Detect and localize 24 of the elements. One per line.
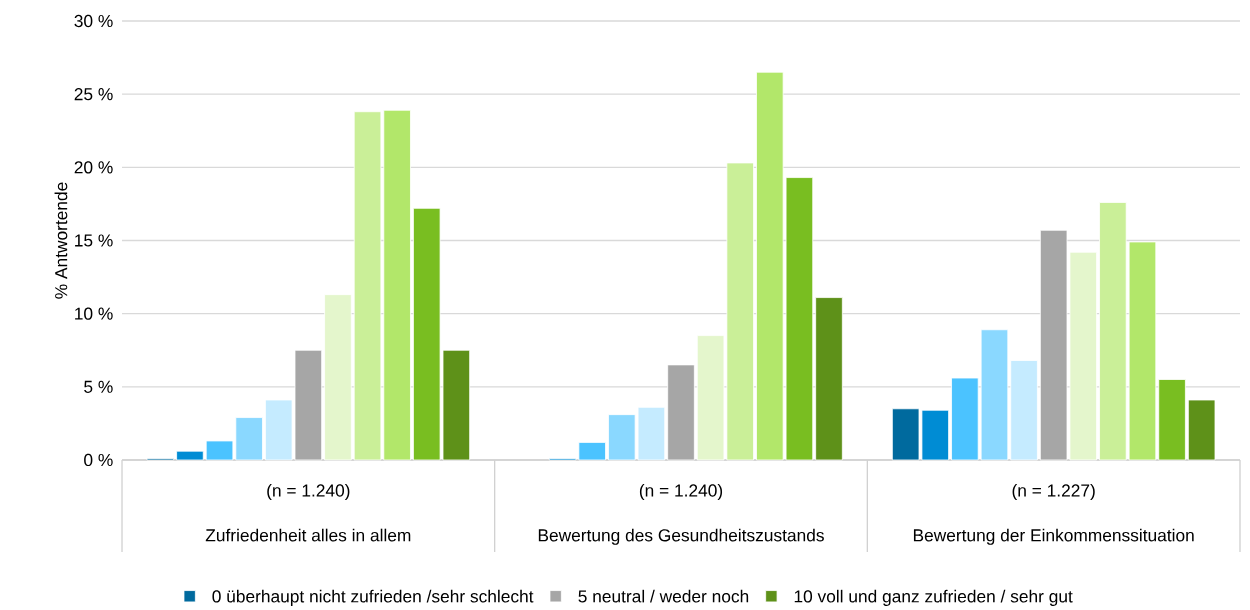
y-tick-label: 0 %: [84, 453, 113, 467]
legend-label: 0 überhaupt nicht zufrieden /sehr schlecht: [212, 589, 534, 606]
legend-label: 10 voll und ganz zufrieden / sehr gut: [794, 589, 1073, 606]
y-tick-label: 30 %: [74, 14, 113, 28]
y-tick-label: 15 %: [75, 234, 113, 247]
y-axis-title: % Antwortende: [54, 182, 68, 299]
y-tick-label: 20 %: [74, 161, 113, 174]
bar: [176, 450, 204, 461]
text: (n = 1.240): [267, 483, 350, 501]
legend-label: 5 neutral / weder noch: [578, 589, 749, 603]
bar: [324, 294, 352, 461]
bar: [815, 297, 843, 461]
bar: [1010, 360, 1038, 461]
x-tick-label: Bewertung der Einkommenssituation: [913, 528, 1194, 545]
bar: [1187, 399, 1216, 461]
bar: [1158, 379, 1186, 461]
x-tick-label: Bewertung des Gesundheitszustands: [538, 528, 824, 545]
y-tick-label: 5 %: [84, 380, 113, 393]
bar: [667, 364, 695, 461]
text: (n = 1.227): [1012, 483, 1095, 501]
x-tick-label: Zufriedenheit alles in allem: [205, 528, 411, 542]
y-tick-label: 10 %: [75, 307, 113, 320]
text: (n = 1.240): [639, 483, 723, 501]
y-tick-label: 25 %: [74, 88, 113, 101]
